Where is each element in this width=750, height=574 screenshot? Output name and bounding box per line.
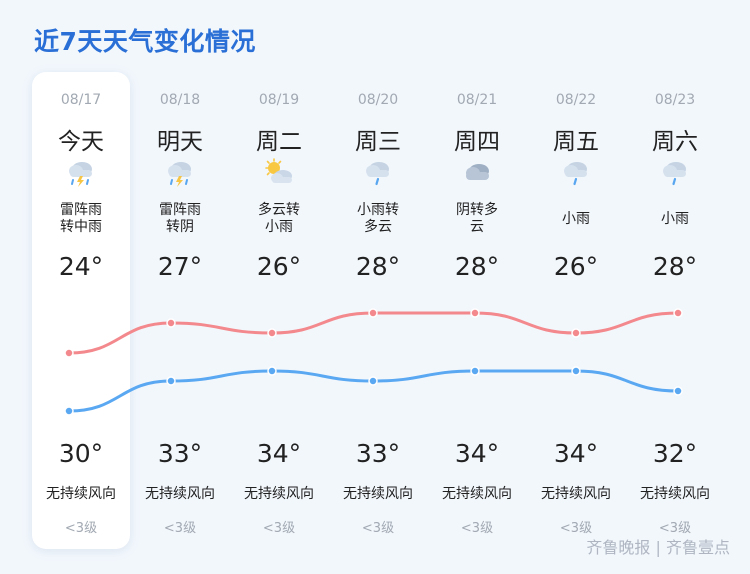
day-column: 08/18 明天雷阵雨 转阴 27° 33° 无持续风向 <3级 — [131, 72, 229, 549]
high-temp: 32° — [652, 439, 698, 468]
date-label: 08/21 — [456, 92, 498, 108]
low-temp-curve-point — [166, 318, 176, 328]
light-rain-icon — [362, 158, 394, 188]
partly-cloudy-sun-icon — [263, 158, 295, 188]
weekday-label: 周五 — [553, 129, 599, 155]
high-temp-curve-point — [267, 366, 277, 376]
high-temp: 30° — [58, 439, 104, 468]
condition-text: 雷阵雨 转阴 — [159, 202, 201, 235]
high-temp-curve-point — [166, 376, 176, 386]
date-label: 08/17 — [60, 92, 102, 108]
low-temp-curve-point — [64, 348, 74, 358]
wind-level: <3级 — [64, 521, 98, 536]
day-column: 08/22 周五小雨 26° 34° 无持续风向 <3级 — [527, 72, 625, 549]
high-temp: 34° — [454, 439, 500, 468]
low-temp: 27° — [157, 252, 203, 281]
weekday-label: 周四 — [454, 129, 500, 155]
low-temp: 26° — [553, 252, 599, 281]
wind-level: <3级 — [460, 521, 494, 536]
date-label: 08/23 — [654, 92, 696, 108]
day-column: 08/17 今天雷阵雨 转中雨 24° 30° 无持续风向 <3级 — [32, 72, 130, 549]
high-temp-curve-point — [470, 366, 480, 376]
low-temp-curve-point — [470, 308, 480, 318]
weekday-label: 周六 — [652, 129, 698, 155]
low-temp: 28° — [652, 252, 698, 281]
wind-direction: 无持续风向 — [46, 486, 116, 502]
weekday-label: 周三 — [355, 129, 401, 155]
wind-direction: 无持续风向 — [343, 486, 413, 502]
condition-text: 小雨 — [661, 211, 689, 227]
low-temp: 28° — [355, 252, 401, 281]
wind-direction: 无持续风向 — [244, 486, 314, 502]
weekday-label: 周二 — [256, 129, 302, 155]
today-highlight-card — [32, 72, 130, 549]
wind-level: <3级 — [361, 521, 395, 536]
wind-direction: 无持续风向 — [640, 486, 710, 502]
day-column: 08/23 周六小雨 28° 32° 无持续风向 <3级 — [626, 72, 724, 549]
high-temp-curve-point — [64, 406, 74, 416]
high-temp-curve-point — [673, 386, 683, 396]
high-temp-curve-point — [368, 376, 378, 386]
high-temp-curve-point — [571, 366, 581, 376]
condition-text: 多云转 小雨 — [258, 202, 300, 235]
low-temp-curve-point — [267, 328, 277, 338]
high-temp: 34° — [553, 439, 599, 468]
light-rain-icon — [659, 158, 691, 188]
day-column: 08/19 周二多云转 小雨 26° 34° 无持续风向 <3级 — [230, 72, 328, 549]
high-temp: 33° — [157, 439, 203, 468]
condition-text: 小雨转 多云 — [357, 202, 399, 235]
date-label: 08/19 — [258, 92, 300, 108]
low-temp: 24° — [58, 252, 104, 281]
condition-text: 阴转多 云 — [456, 202, 498, 235]
overcast-cloud-icon — [461, 158, 493, 188]
date-label: 08/22 — [555, 92, 597, 108]
day-column: 08/20 周三小雨转 多云 28° 33° 无持续风向 <3级 — [329, 72, 427, 549]
low-temp-curve-point — [368, 308, 378, 318]
condition-text: 雷阵雨 转中雨 — [60, 202, 102, 235]
wind-level: <3级 — [163, 521, 197, 536]
weekday-label: 今天 — [58, 129, 104, 155]
wind-level: <3级 — [559, 521, 593, 536]
low-temp-curve-line — [68, 311, 679, 355]
date-label: 08/18 — [159, 92, 201, 108]
low-temp-curve-point — [571, 328, 581, 338]
high-temp: 33° — [355, 439, 401, 468]
wind-level: <3级 — [262, 521, 296, 536]
page-title: 近7天天气变化情况 — [34, 27, 256, 56]
condition-text: 小雨 — [562, 211, 590, 227]
thunder-rain-icon — [65, 158, 97, 188]
high-temp: 34° — [256, 439, 302, 468]
weekday-label: 明天 — [157, 129, 203, 155]
wind-direction: 无持续风向 — [541, 486, 611, 502]
wind-direction: 无持续风向 — [145, 486, 215, 502]
thunder-rain-icon — [164, 158, 196, 188]
day-column: 08/21 周四阴转多 云 28° 34° 无持续风向 <3级 — [428, 72, 526, 549]
wind-direction: 无持续风向 — [442, 486, 512, 502]
wind-level: <3级 — [658, 521, 692, 536]
date-label: 08/20 — [357, 92, 399, 108]
low-temp: 28° — [454, 252, 500, 281]
watermark: 齐鲁晚报 | 齐鲁壹点 — [586, 538, 730, 557]
low-temp-curve-point — [673, 308, 683, 318]
low-temp: 26° — [256, 252, 302, 281]
light-rain-icon — [560, 158, 592, 188]
